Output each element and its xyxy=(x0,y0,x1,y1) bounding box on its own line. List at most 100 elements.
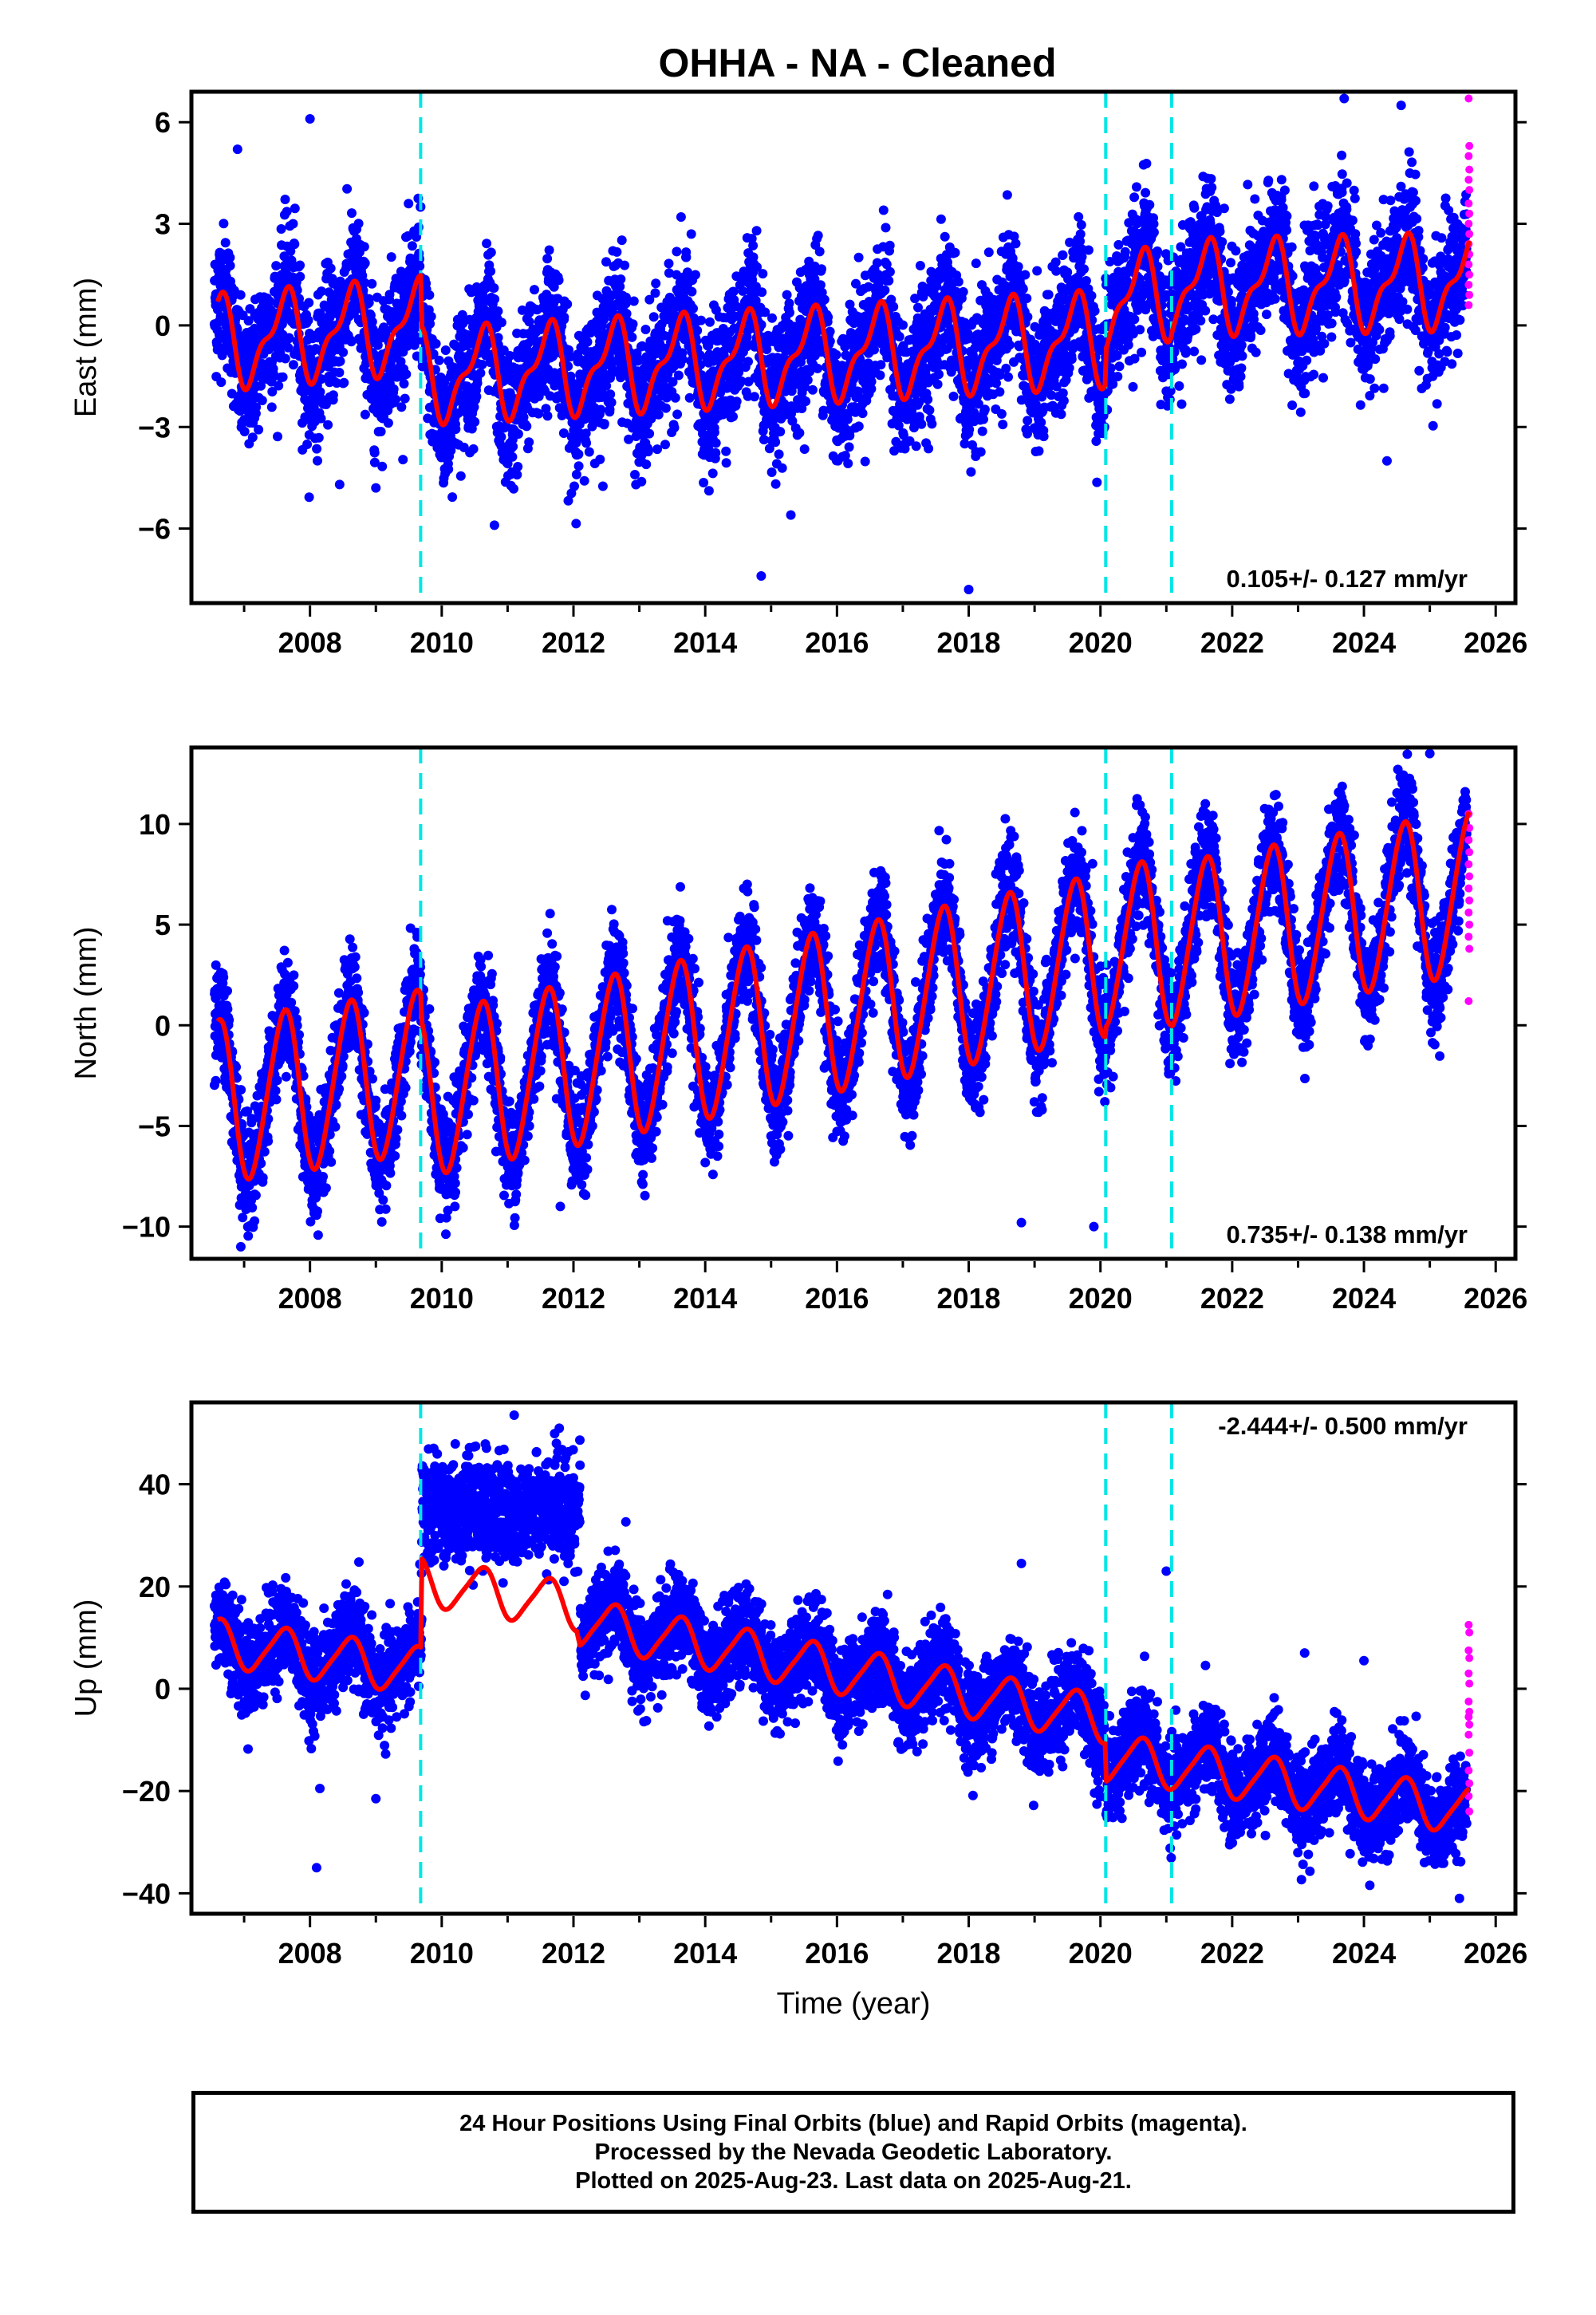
final-orbit-point xyxy=(239,427,250,436)
final-orbit-point xyxy=(431,338,441,349)
final-orbit-point xyxy=(323,420,333,430)
final-orbit-point xyxy=(651,278,661,289)
final-orbit-point xyxy=(923,394,933,404)
final-orbit-point xyxy=(489,283,499,293)
final-orbit-point xyxy=(664,258,674,269)
final-orbit-point xyxy=(1075,229,1086,239)
final-orbit-point xyxy=(573,461,584,471)
final-orbit-point xyxy=(440,345,451,355)
final-orbit-point xyxy=(367,317,377,327)
final-orbit-point xyxy=(1020,270,1031,280)
final-orbit-point xyxy=(581,438,592,448)
final-orbit-point xyxy=(880,285,890,295)
final-orbit-point xyxy=(235,290,246,300)
final-orbit-point xyxy=(813,363,822,373)
final-orbit-point xyxy=(996,408,1007,419)
final-orbit-point xyxy=(290,239,300,250)
final-orbit-point xyxy=(677,354,688,365)
final-orbit-point xyxy=(513,429,523,439)
final-orbit-point xyxy=(857,408,868,419)
final-orbit-point xyxy=(766,467,777,477)
final-orbit-point xyxy=(277,319,287,329)
final-orbit-point xyxy=(936,214,946,224)
final-orbit-point xyxy=(451,424,461,434)
final-orbit-point xyxy=(559,312,569,322)
final-orbit-point xyxy=(496,317,506,328)
final-orbit-point xyxy=(1036,417,1046,428)
final-orbit-point xyxy=(640,325,651,334)
final-orbit-point xyxy=(388,384,399,394)
final-orbit-point xyxy=(316,413,326,424)
final-orbit-point xyxy=(644,428,655,439)
final-orbit-point xyxy=(1011,239,1021,249)
final-orbit-point xyxy=(477,360,487,369)
final-orbit-point xyxy=(271,261,282,271)
final-orbit-point xyxy=(777,463,787,473)
final-orbit-point xyxy=(705,317,715,327)
final-orbit-point xyxy=(605,389,616,400)
final-orbit-point xyxy=(885,266,895,277)
final-orbit-point xyxy=(687,286,697,297)
final-orbit-point xyxy=(853,252,864,262)
final-orbit-point xyxy=(876,360,886,370)
final-orbit-point xyxy=(328,390,338,400)
final-orbit-point xyxy=(1023,416,1033,426)
final-orbit-point xyxy=(579,475,589,486)
final-orbit-point xyxy=(889,302,899,312)
final-orbit-point xyxy=(367,278,377,289)
final-orbit-point xyxy=(290,203,300,214)
final-orbit-point xyxy=(1002,190,1012,200)
final-orbit-point xyxy=(927,419,937,429)
final-orbit-point xyxy=(911,441,921,452)
final-orbit-point xyxy=(284,333,294,343)
final-orbit-point xyxy=(509,483,518,494)
final-orbit-point xyxy=(699,478,709,487)
final-orbit-point xyxy=(721,446,731,456)
final-orbit-point xyxy=(434,355,444,365)
final-orbit-point xyxy=(573,449,584,459)
final-orbit-point xyxy=(220,238,231,248)
final-orbit-point xyxy=(913,302,923,313)
final-orbit-point xyxy=(749,392,759,402)
final-orbit-point xyxy=(468,444,479,454)
final-orbit-point xyxy=(267,387,278,396)
final-orbit-point xyxy=(412,232,422,242)
final-orbit-point xyxy=(819,294,830,305)
final-orbit-point xyxy=(688,303,698,314)
final-orbit-point xyxy=(372,340,383,350)
final-orbit-point xyxy=(288,219,298,229)
final-orbit-point xyxy=(612,246,622,257)
final-orbit-point xyxy=(455,471,466,481)
final-orbit-point xyxy=(490,294,500,304)
final-orbit-point xyxy=(404,199,414,209)
final-orbit-point xyxy=(302,440,313,449)
final-orbit-point xyxy=(522,421,532,432)
final-orbit-point xyxy=(383,418,393,428)
final-orbit-point xyxy=(216,377,227,388)
final-orbit-point xyxy=(958,286,968,297)
final-orbit-point xyxy=(843,459,853,468)
final-orbit-point xyxy=(844,442,854,452)
final-orbit-point xyxy=(1066,354,1077,365)
east-panel: 2008 2010 2012 2014 2016 2018 2020 2022 2024 2026… xyxy=(69,89,1527,659)
final-orbit-point xyxy=(785,307,794,317)
final-orbit-point xyxy=(401,369,412,380)
final-orbit-point xyxy=(971,258,981,269)
final-orbit-point xyxy=(866,377,877,387)
final-orbit-point xyxy=(364,298,374,308)
final-orbit-point xyxy=(681,252,692,262)
final-orbit-point xyxy=(643,447,653,457)
final-orbit-point xyxy=(775,427,786,437)
final-orbit-point xyxy=(672,246,682,257)
final-orbit-point xyxy=(617,235,627,246)
final-orbit-point xyxy=(684,392,695,403)
final-orbit-point xyxy=(415,261,425,271)
final-orbit-point xyxy=(940,231,950,242)
final-orbit-point xyxy=(304,298,314,308)
final-orbit-point xyxy=(711,448,721,458)
final-orbit-point xyxy=(1001,363,1011,373)
final-orbit-point xyxy=(1050,257,1061,267)
final-orbit-point xyxy=(493,306,503,317)
final-orbit-point xyxy=(342,183,353,194)
final-orbit-point xyxy=(391,394,401,404)
